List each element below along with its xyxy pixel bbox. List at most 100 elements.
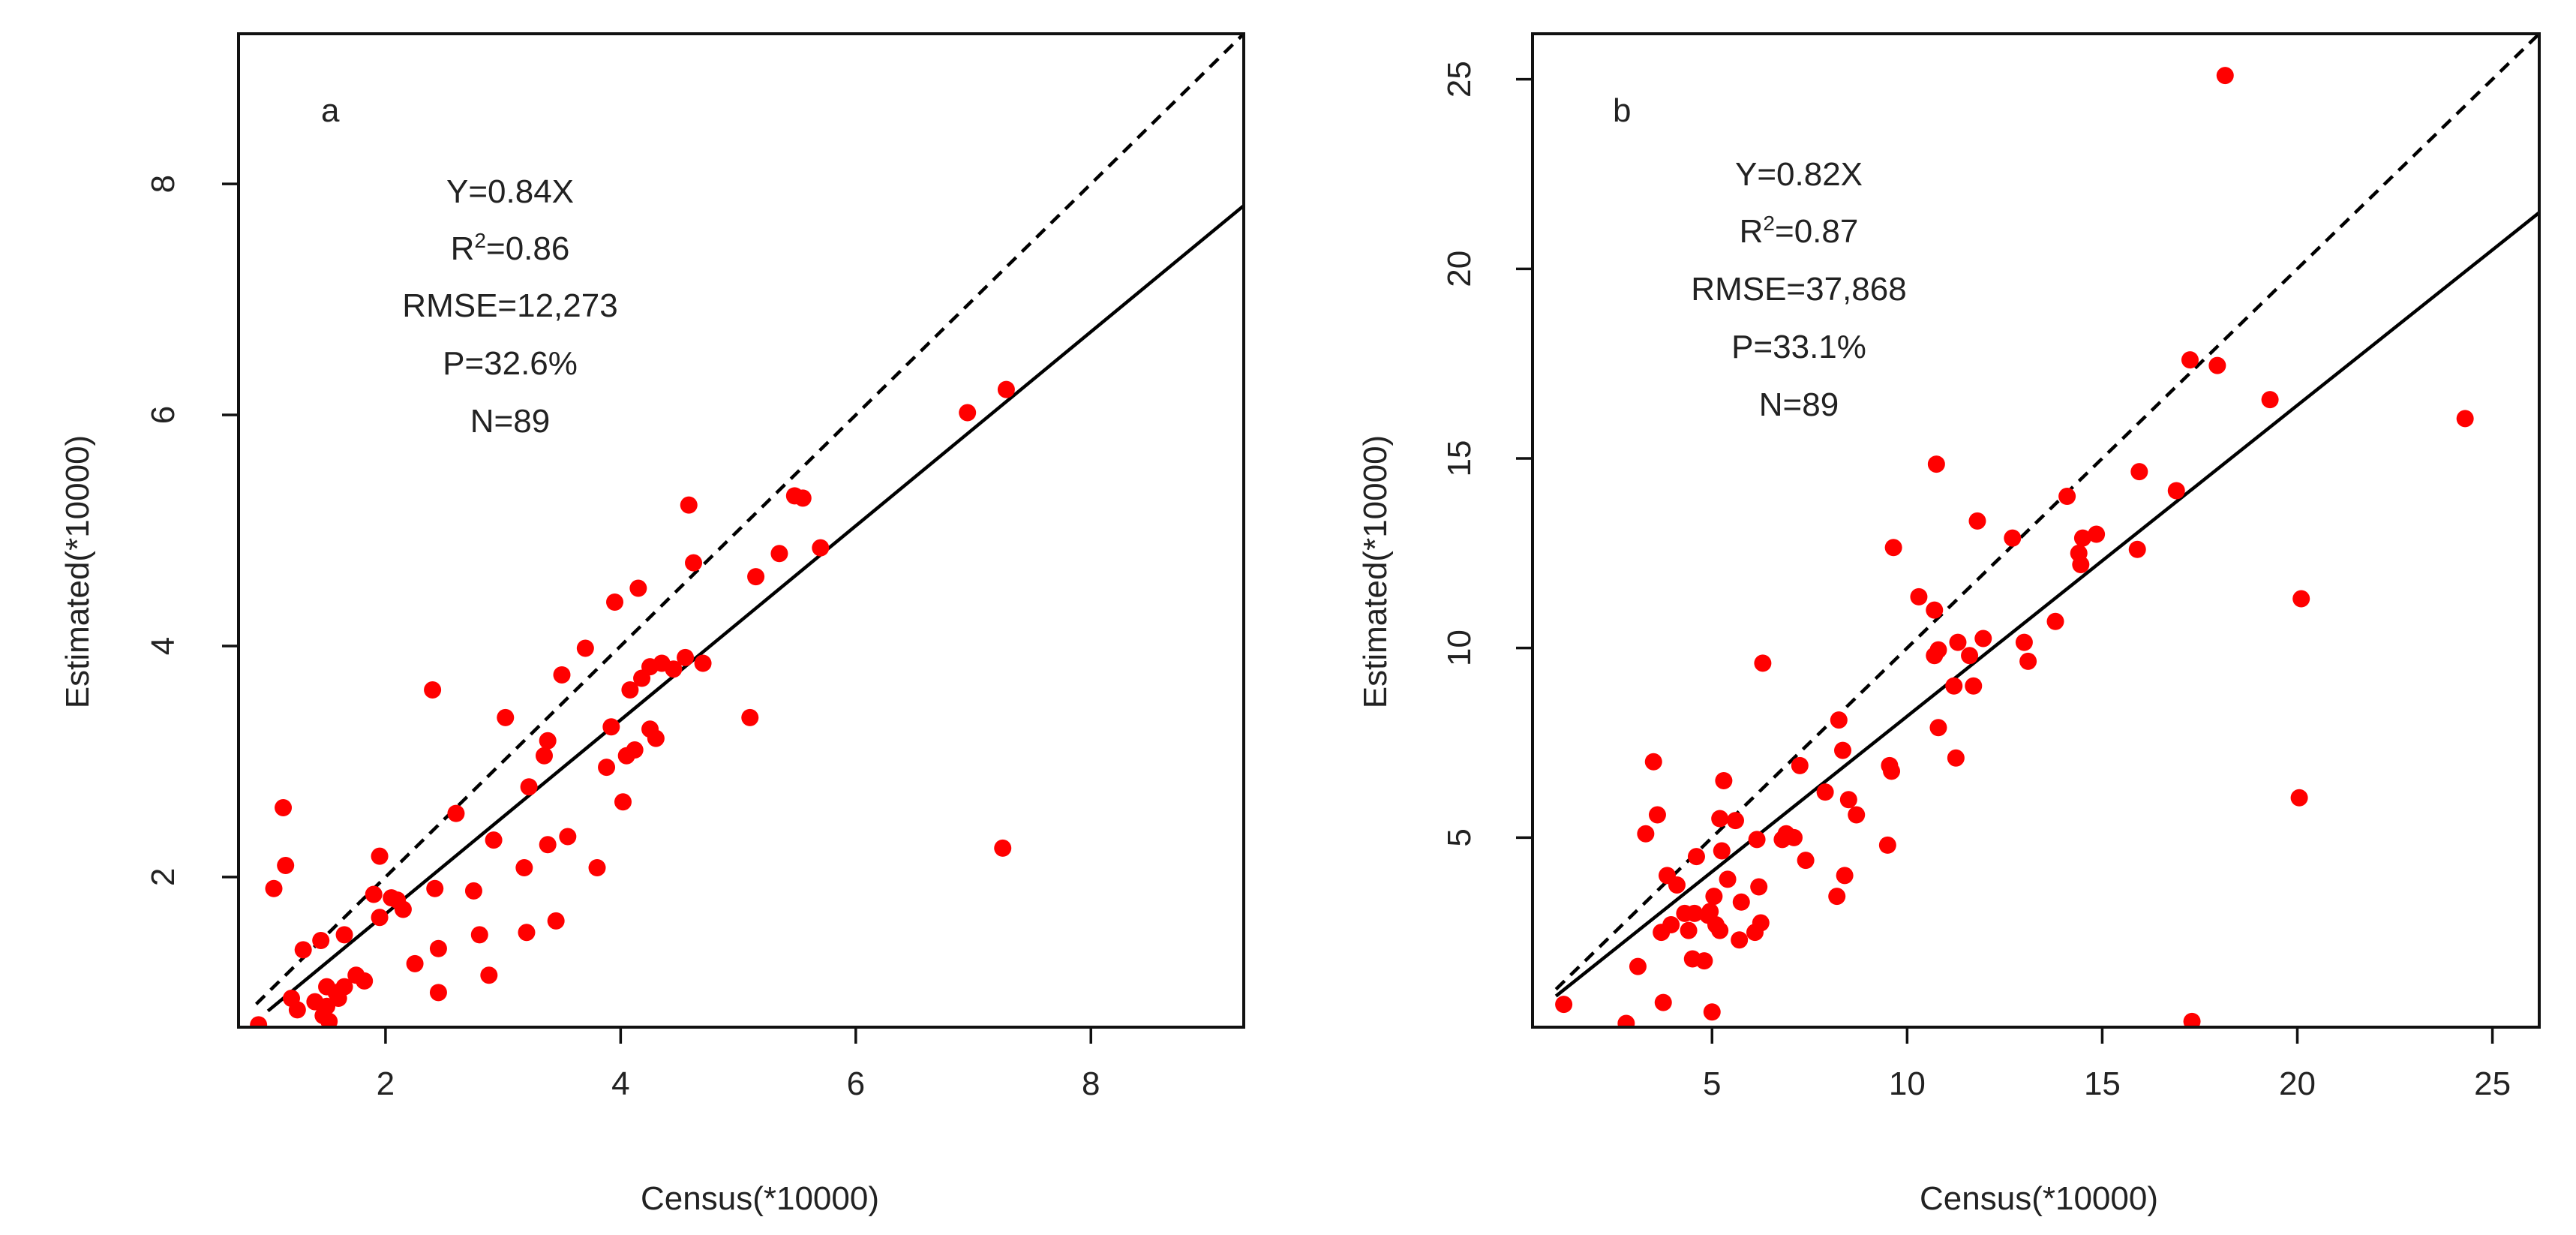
panel-b-point	[1797, 852, 1815, 870]
panel-b-y-tick-label: 25	[1441, 61, 1478, 98]
panel-b-r2-value: =0.87	[1775, 213, 1858, 250]
panel-a-point	[994, 839, 1012, 857]
panel-b-point	[1695, 952, 1713, 970]
panel-a-p-value: P=32.6%	[443, 345, 578, 382]
panel-a: Estimated(*10000) Census(*10000) 2 4 6 8	[59, 32, 1245, 1217]
panel-a-point	[694, 654, 712, 672]
panel-a-one-to-one-line	[254, 34, 1244, 1005]
panel-b-point	[1719, 870, 1737, 888]
panel-a-frame	[237, 32, 1245, 1029]
panel-a-point	[553, 666, 571, 684]
panel-a-point	[680, 496, 698, 514]
panel-a-point	[606, 593, 624, 611]
panel-a-point	[602, 718, 620, 736]
panel-b-point	[1617, 1014, 1635, 1027]
panel-b-point	[1785, 828, 1803, 846]
panel-a-y-tick-label: 6	[145, 406, 182, 424]
panel-b-point	[1926, 601, 1944, 619]
panel-b-n-count: N=89	[1759, 386, 1839, 423]
panel-a-x-tick-label: 4	[611, 1065, 629, 1102]
panel-b-point	[1711, 810, 1729, 828]
panel-b-point	[1968, 512, 1986, 530]
panel-a-point	[288, 1001, 306, 1019]
panel-b-point	[1662, 916, 1680, 934]
panel-a-point	[559, 828, 577, 846]
panel-b-point	[1910, 587, 1928, 605]
panel-b-x-tick-label: 5	[1703, 1065, 1721, 1102]
panel-a-r2-sup: 2	[474, 229, 486, 252]
panel-b-point	[1705, 888, 1723, 906]
panel-a-point	[515, 859, 533, 877]
panel-a-point	[320, 1012, 338, 1027]
panel-b-point	[2058, 488, 2076, 506]
panel-a-point	[406, 954, 424, 972]
panel-a-point	[959, 404, 977, 422]
panel-b-point	[1927, 455, 1945, 473]
panel-b-point	[2088, 525, 2106, 543]
panel-b-x-tick-label: 15	[2084, 1065, 2121, 1102]
panel-b-point	[1974, 630, 1992, 648]
panel-b-point	[1726, 812, 1744, 830]
panel-a-point	[480, 966, 498, 984]
panel-a-point	[647, 729, 665, 747]
panel-b-point	[1715, 772, 1733, 790]
panel-b-x-tick-label: 10	[1889, 1065, 1926, 1102]
panel-a-r2: R2=0.86	[451, 229, 570, 267]
panel-a-point	[335, 978, 353, 996]
panel-b-regression-line	[1554, 211, 2539, 998]
panel-a-equation: Y=0.84X	[446, 173, 574, 210]
panel-a-regression-line	[266, 204, 1244, 1013]
panel-a-point	[429, 984, 447, 1002]
panel-a-y-tick-label: 8	[145, 175, 182, 193]
panel-a-r2-letter: R	[451, 230, 475, 267]
panel-b-points	[1555, 67, 2474, 1027]
panel-b-point	[2046, 612, 2064, 630]
panel-a-x-tick-label: 8	[1082, 1065, 1100, 1102]
panel-a-point	[312, 932, 330, 950]
panel-b-point	[1648, 806, 1666, 824]
panel-a-points	[250, 380, 1015, 1027]
panel-b-point	[1703, 1003, 1721, 1021]
panel-b-point	[1816, 783, 1834, 801]
panel-a-point	[371, 909, 389, 927]
panel-b-point	[1883, 762, 1901, 780]
panel-a-point	[629, 579, 647, 597]
panel-b-point	[1828, 888, 1846, 906]
panel-b-x-axis: 5 10 15 20 25	[1703, 1026, 2511, 1102]
panel-b-point	[1884, 539, 1902, 557]
panel-a-point	[665, 660, 683, 678]
panel-a-point	[429, 939, 447, 957]
panel-b-point	[1748, 831, 1766, 849]
panel-a-point	[371, 847, 389, 865]
panel-b-y-tick-label: 10	[1441, 630, 1478, 666]
panel-a-point	[335, 926, 353, 944]
panel-a-point	[294, 941, 312, 959]
panel-b-y-axis: 5 10 15 20 25	[1441, 61, 1534, 847]
panel-a-point	[621, 681, 639, 699]
panel-b-point	[1629, 957, 1647, 975]
panel-b-xlabel: Census(*10000)	[1920, 1180, 2158, 1217]
panel-a-xlabel: Census(*10000)	[641, 1180, 879, 1217]
panel-b-point	[1654, 993, 1672, 1011]
panel-a-point	[741, 708, 759, 726]
panel-b-point	[1848, 806, 1866, 824]
panel-b-point	[1830, 711, 1848, 729]
panel-a-point	[626, 741, 644, 759]
panel-b-point	[1750, 878, 1768, 896]
panel-a-point	[470, 926, 488, 944]
panel-b-point	[1731, 931, 1749, 949]
panel-a-n-count: N=89	[470, 403, 550, 440]
panel-b-point	[1680, 921, 1698, 939]
panel-a-point	[497, 708, 515, 726]
panel-b-y-tick-label: 5	[1441, 828, 1478, 846]
panel-b-point	[2292, 590, 2310, 608]
panel-b-point	[2456, 410, 2474, 428]
panel-b-equation: Y=0.82X	[1735, 156, 1863, 193]
panel-a-point	[588, 859, 606, 877]
panel-b-point	[2004, 529, 2022, 547]
panel-b-point	[1644, 753, 1662, 771]
panel-b-point	[1752, 914, 1770, 932]
panel-a-ylabel: Estimated(*10000)	[59, 435, 96, 708]
panel-a-point	[685, 554, 703, 572]
